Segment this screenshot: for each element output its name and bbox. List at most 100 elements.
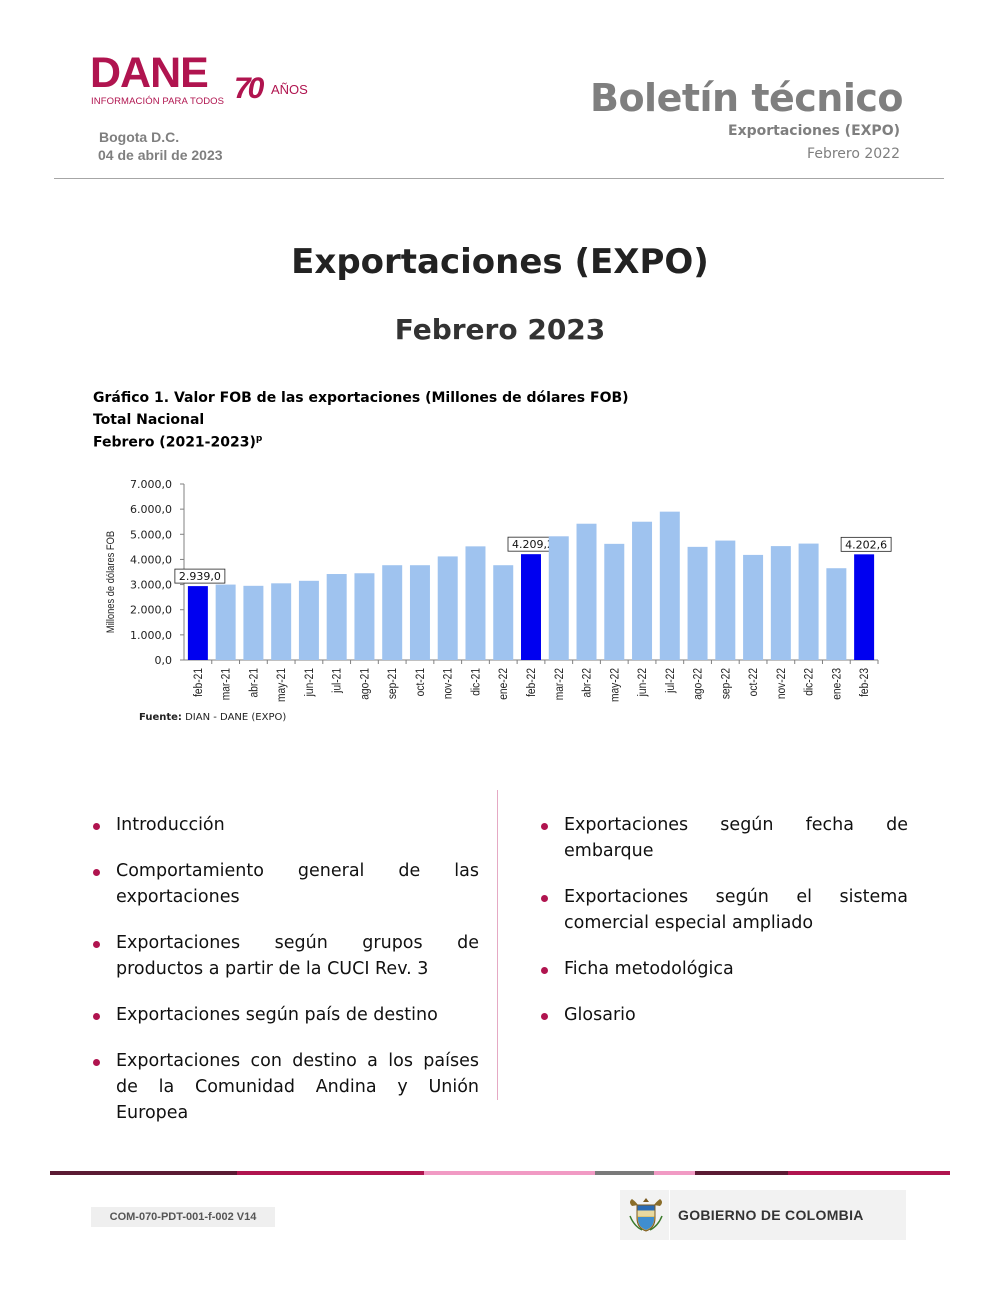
x-tick-label: ene-23 [831,668,844,700]
bar-feb-22 [521,554,541,660]
x-tick-label: oct-21 [414,668,427,696]
document-code: COM-070-PDT-001-f-002 V14 [91,1207,275,1227]
data-label-box [174,568,226,584]
bullet-icon [541,823,548,830]
bullet-icon [93,869,100,876]
bar-jul-21 [326,574,347,660]
x-tick-label: ago-21 [359,668,372,700]
contents-item: Exportaciones según fecha de embarque [541,812,908,864]
data-label: 4.202,6 [845,538,887,551]
x-tick-label: abr-21 [248,668,261,697]
x-tick-label: abr-22 [581,668,594,697]
y-tick-label: 5.000,0 [130,528,172,541]
x-tick-label: may-22 [609,668,622,702]
x-tick-label: feb-23 [858,668,871,697]
y-tick-label: 4.000,0 [130,553,172,566]
bar-ene-23 [826,568,847,660]
contents-item-text: Exportaciones con destino a los países d… [116,1051,479,1123]
bar-dic-22 [798,543,819,660]
city: Bogota D.C. [99,129,180,145]
bar-ago-22 [687,546,708,660]
contents-item-text: Exportaciones según grupos de productos … [116,933,479,979]
y-tick-label: 7.000,0 [130,478,172,491]
bar-ago-21 [354,573,375,660]
bar-nov-21 [437,556,458,660]
bar-mar-22 [548,536,569,660]
bullet-icon [93,1013,100,1020]
bar-feb-23 [854,554,875,660]
bulletin-title: Boletín técnico [589,76,904,120]
contents-item-text: Comportamiento general de las exportacio… [116,861,479,907]
x-tick-label: mar-21 [220,668,233,700]
x-tick-label: dic-22 [803,668,816,696]
footer-bar-segment [423,1171,596,1175]
x-tick-label: sep-22 [720,668,733,699]
government-badge-separator [669,1190,670,1240]
x-tick-label: jul-21 [331,668,344,694]
contents-item-text: Glosario [564,1005,636,1025]
contents-item-text: Introducción [116,815,225,835]
contents-left-column: Introducción Comportamiento general de la… [93,812,479,1146]
bar-oct-21 [409,565,430,660]
dane-logo: DANE INFORMACIÓN PARA TODOS 70 AÑOS [90,52,320,112]
x-tick-label: dic-21 [470,668,483,696]
x-tick-label: jul-22 [664,668,677,694]
y-tick-label: 6.000,0 [130,503,172,516]
bar-may-22 [604,543,625,660]
column-divider [497,790,498,1100]
publication-date: 04 de abril de 2023 [98,147,223,163]
bar-sep-22 [715,540,736,660]
bullet-icon [93,1059,100,1066]
government-label: GOBIERNO DE COLOMBIA [678,1207,864,1223]
contents-item: Exportaciones según el sistema comercial… [541,884,908,936]
x-tick-label: sep-21 [387,668,400,699]
y-tick-label: 3.000,0 [130,579,172,592]
bullet-icon [93,941,100,948]
bar-feb-21 [187,586,208,660]
x-tick-label: nov-22 [775,668,788,699]
chart-caption-title: Gráfico 1. Valor FOB de las exportacione… [93,390,629,406]
bar-abr-22 [576,523,597,660]
bar-nov-22 [770,546,791,660]
bar-dic-21 [465,546,486,660]
chart-caption-scope: Total Nacional [93,412,205,428]
contents-item: Introducción [93,812,479,838]
bar-jun-21 [298,580,319,660]
contents-item: Exportaciones según país de destino [93,1002,479,1028]
header-divider [54,178,944,179]
contents-item: Exportaciones según grupos de productos … [93,930,479,982]
y-tick-label: 0,0 [155,654,173,667]
logo-anniversary-number: 70 [234,72,264,105]
chart-caption-period: Febrero (2021-2023)p [93,434,262,451]
y-tick-label: 2.000,0 [130,604,172,617]
x-tick-label: feb-21 [192,668,205,697]
contents-list-right: Exportaciones según fecha de embarque Exp… [541,812,908,1028]
page-subtitle: Febrero 2023 [394,313,606,346]
bullet-icon [541,967,548,974]
bullet-icon [93,823,100,830]
contents-item-text: Exportaciones según el sistema comercial… [564,887,908,933]
bar-jul-22 [659,511,680,660]
logo-word: DANE [90,49,209,97]
footer-color-bar [50,1171,950,1175]
page-title: Exportaciones (EXPO) [291,242,709,282]
x-tick-label: ene-22 [498,668,511,700]
contents-item: Comportamiento general de las exportacio… [93,858,479,910]
x-tick-label: mar-22 [553,668,566,700]
y-tick-label: 1.000,0 [130,629,172,642]
bar-abr-21 [243,585,264,660]
contents-item-text: Exportaciones según país de destino [116,1005,438,1025]
bar-mar-21 [215,584,236,660]
contents-item: Ficha metodológica [541,956,908,982]
y-axis-label: Millones de dólares FOB [105,531,117,633]
colombia-crest-icon [629,1198,663,1232]
x-tick-label: nov-21 [442,668,455,699]
footer-bar-segment [694,1171,789,1175]
logo-anniversary-word: AÑOS [271,82,308,97]
data-label: 2.939,0 [179,570,221,583]
x-tick-label: may-21 [275,668,288,702]
footer-bar-segment [788,1171,950,1175]
bar-sep-21 [382,565,403,660]
bullet-icon [541,1013,548,1020]
x-tick-label: jun-22 [636,668,649,697]
